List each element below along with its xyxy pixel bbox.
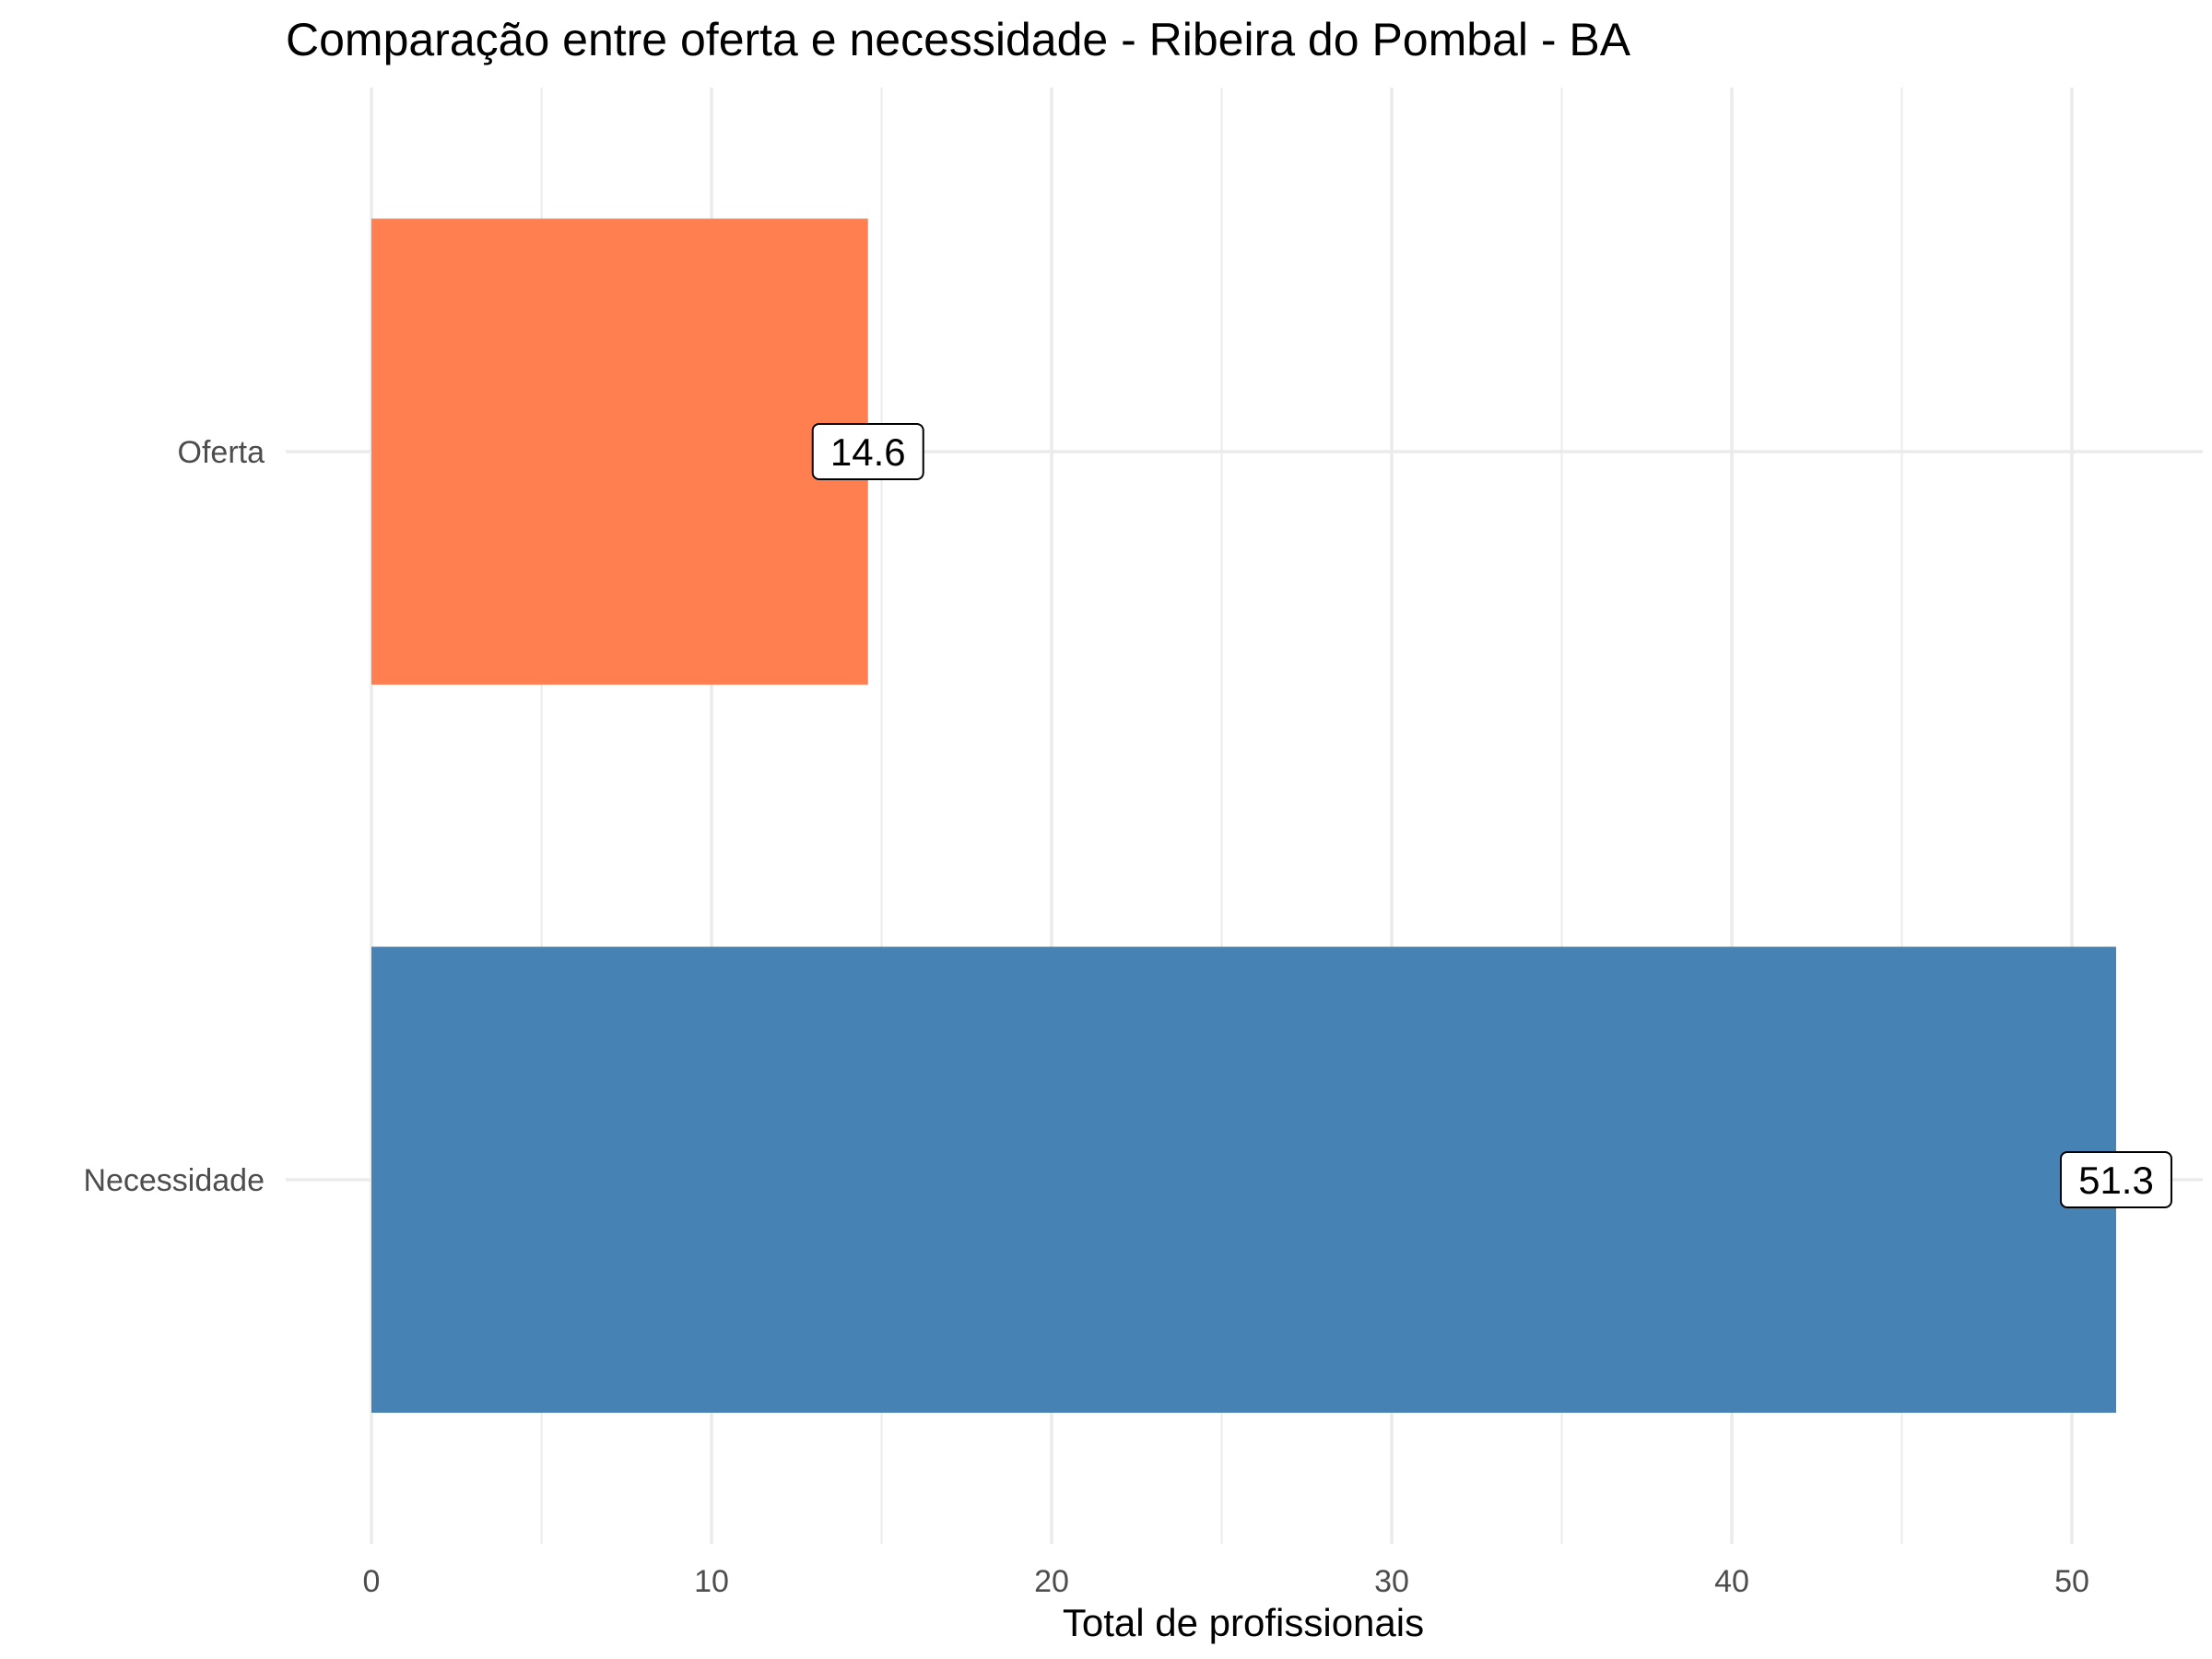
bar-necessidade (371, 947, 2116, 1413)
data-label-box (2059, 1151, 2172, 1208)
chart-title: Comparação entre oferta e necessidade - … (286, 14, 1631, 65)
x-tick-label: 30 (1374, 1564, 1409, 1599)
data-label-necessidade: 51.3 (2059, 1151, 2172, 1208)
x-tick-label: 40 (1714, 1564, 1749, 1599)
data-label-text: 51.3 (2078, 1159, 2154, 1202)
bar-oferta (371, 218, 868, 685)
x-axis-ticks: 0 10 20 30 40 50 (363, 1564, 2089, 1599)
data-label-oferta: 14.6 (811, 423, 924, 480)
category-label: Oferta (178, 435, 265, 470)
bars (371, 218, 2116, 1413)
x-axis-title: Total de profissionais (1063, 1601, 1424, 1644)
data-label-text: 14.6 (830, 430, 906, 474)
data-label-box (811, 423, 924, 480)
y-axis-categories: Oferta Necessidade (83, 435, 265, 1198)
data-labels: 14.6 51.3 (811, 423, 2172, 1208)
x-tick-label: 0 (363, 1564, 381, 1599)
category-label: Necessidade (83, 1163, 265, 1198)
x-tick-label: 50 (2054, 1564, 2089, 1599)
x-tick-label: 10 (694, 1564, 729, 1599)
x-tick-label: 20 (1034, 1564, 1069, 1599)
